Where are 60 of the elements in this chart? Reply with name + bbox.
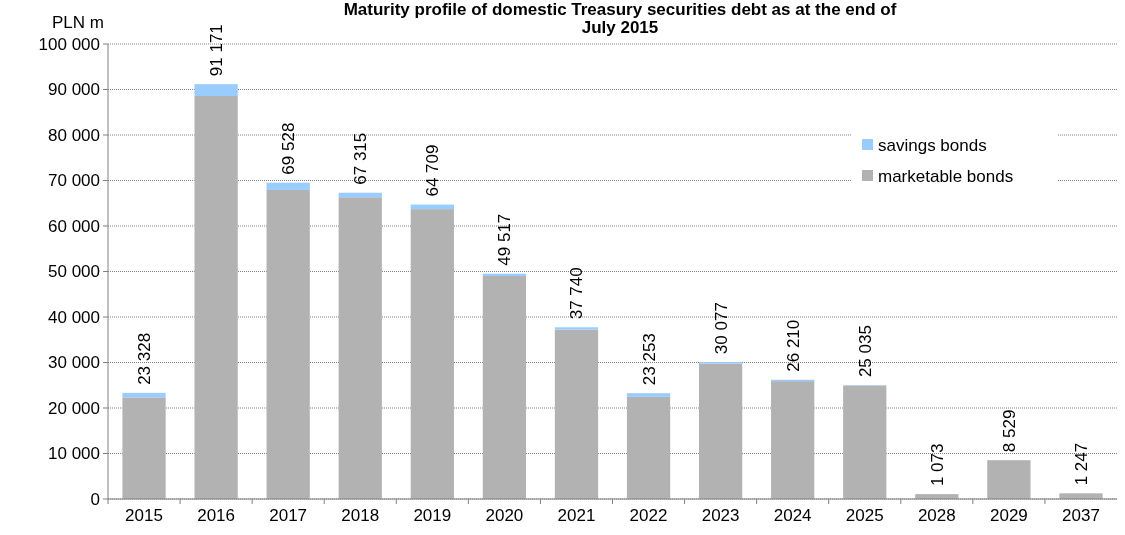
bar xyxy=(843,385,887,499)
total-label: 30 077 xyxy=(711,302,731,355)
x-tick-label: 2021 xyxy=(557,506,596,525)
y-tick-label: 70 000 xyxy=(48,171,100,191)
x-tick-label: 2022 xyxy=(629,506,668,525)
total-label: 26 210 xyxy=(783,319,803,372)
bar xyxy=(194,96,238,499)
bar xyxy=(554,327,599,330)
bar xyxy=(266,182,310,190)
bar xyxy=(338,197,382,499)
y-tick-label: 10 000 xyxy=(48,444,100,464)
total-label: 91 171 xyxy=(207,24,227,77)
bar xyxy=(698,363,743,499)
total-label: 8 529 xyxy=(999,409,1019,453)
bar xyxy=(554,329,599,499)
total-label: 37 740 xyxy=(567,267,587,320)
y-tick-label: 30 000 xyxy=(48,353,100,373)
x-tick-label: 2017 xyxy=(269,506,308,525)
y-tick-label: 0 xyxy=(90,489,100,509)
chart-title: Maturity profile of domestic Treasury securities debt as at the end of July 2015 xyxy=(343,0,897,37)
total-label: 1 247 xyxy=(1071,442,1091,486)
x-tick-label: 2016 xyxy=(197,506,236,525)
y-tick-label: 40 000 xyxy=(48,307,100,327)
total-label: 23 328 xyxy=(135,332,155,385)
total-label: 69 528 xyxy=(279,122,299,175)
y-tick-label: 100 000 xyxy=(38,34,100,54)
x-tick-label: 2029 xyxy=(989,506,1028,525)
total-label: 67 315 xyxy=(351,132,371,185)
x-tick-label: 2023 xyxy=(701,506,740,525)
y-tick-label: 50 000 xyxy=(48,262,100,282)
bar xyxy=(771,381,815,499)
y-tick-label: 80 000 xyxy=(48,125,100,145)
total-label: 1 073 xyxy=(927,443,947,487)
x-tick-label: 2015 xyxy=(125,506,163,525)
y-tick-label: 20 000 xyxy=(48,398,100,418)
legend-label: marketable bonds xyxy=(878,166,1014,186)
y-axis-title: PLN m xyxy=(52,13,104,32)
total-label: 23 253 xyxy=(639,333,659,386)
bar xyxy=(122,397,166,499)
x-tick-label: 2019 xyxy=(413,506,452,525)
bar xyxy=(1059,493,1103,499)
bar xyxy=(410,209,454,499)
bar xyxy=(266,189,310,499)
bar xyxy=(194,84,238,96)
x-tick-label: 2037 xyxy=(1062,506,1100,525)
x-tick-label: 2025 xyxy=(845,506,884,525)
bar xyxy=(626,396,671,499)
x-tick-label: 2020 xyxy=(485,506,524,525)
total-label: 25 035 xyxy=(855,325,875,378)
x-tick-label: 2018 xyxy=(341,506,380,525)
y-tick-label: 60 000 xyxy=(48,216,100,236)
total-label: 49 517 xyxy=(495,213,515,266)
legend-label: savings bonds xyxy=(878,135,987,155)
bar xyxy=(626,393,671,397)
total-label: 64 709 xyxy=(423,144,443,197)
x-tick-label: 2024 xyxy=(773,506,812,525)
y-tick-label: 90 000 xyxy=(48,80,100,100)
bar xyxy=(987,460,1031,499)
x-tick-label: 2028 xyxy=(917,506,956,525)
bar xyxy=(482,275,527,499)
